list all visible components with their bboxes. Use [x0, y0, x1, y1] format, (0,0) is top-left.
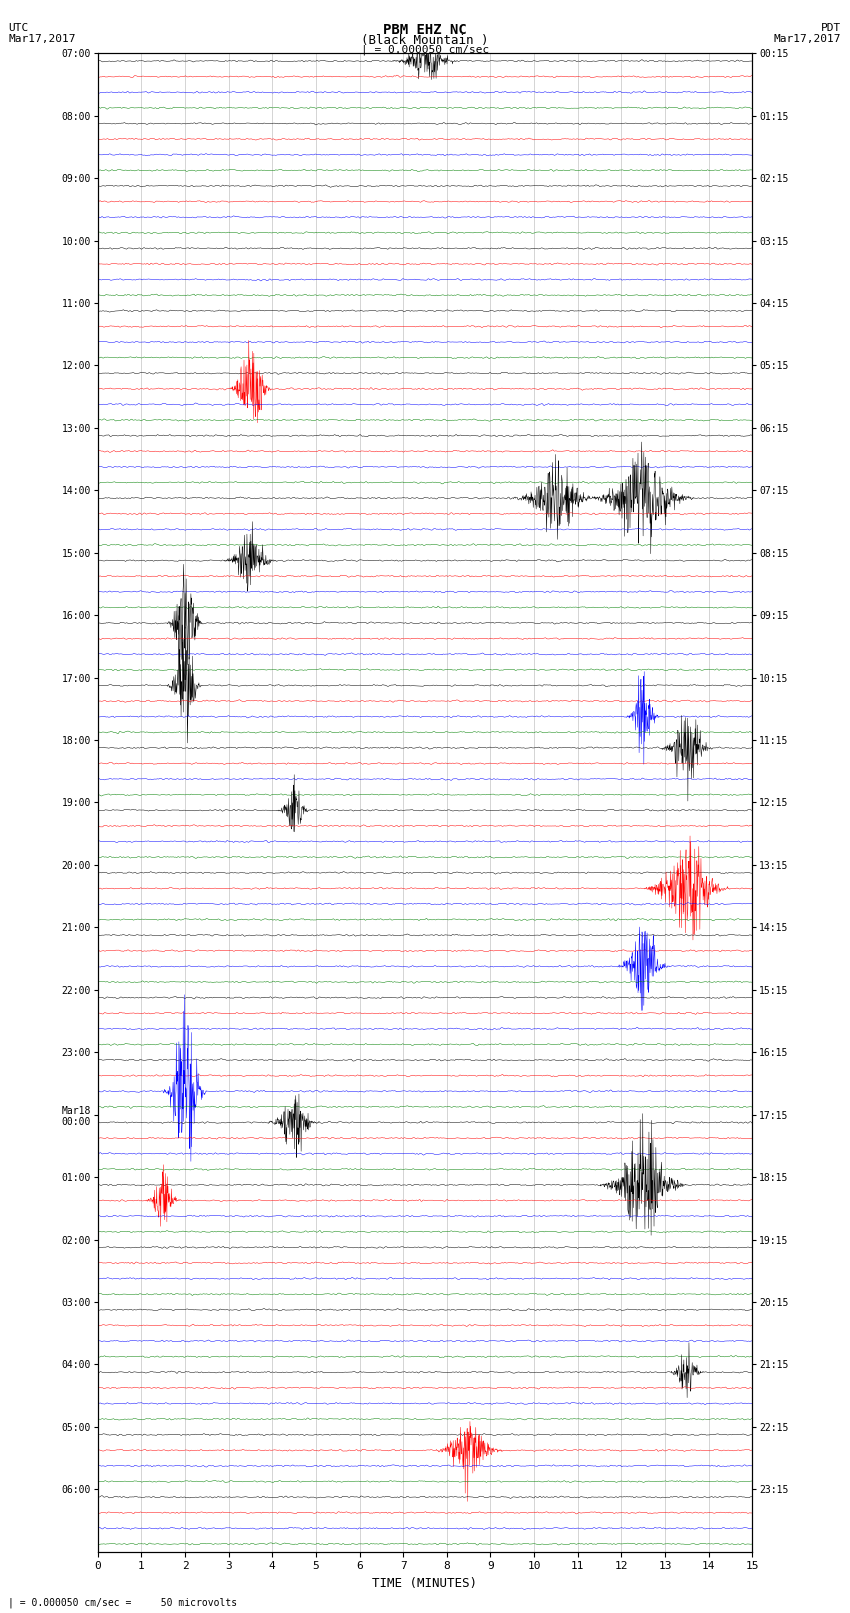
Text: | = 0.000050 cm/sec: | = 0.000050 cm/sec [361, 44, 489, 55]
Text: | = 0.000050 cm/sec =     50 microvolts: | = 0.000050 cm/sec = 50 microvolts [8, 1597, 238, 1608]
Text: Mar17,2017: Mar17,2017 [8, 34, 76, 44]
Text: UTC: UTC [8, 24, 29, 34]
X-axis label: TIME (MINUTES): TIME (MINUTES) [372, 1578, 478, 1590]
Text: PBM EHZ NC: PBM EHZ NC [383, 24, 467, 37]
Text: Mar17,2017: Mar17,2017 [774, 34, 842, 44]
Text: PDT: PDT [821, 24, 842, 34]
Text: (Black Mountain ): (Black Mountain ) [361, 34, 489, 47]
